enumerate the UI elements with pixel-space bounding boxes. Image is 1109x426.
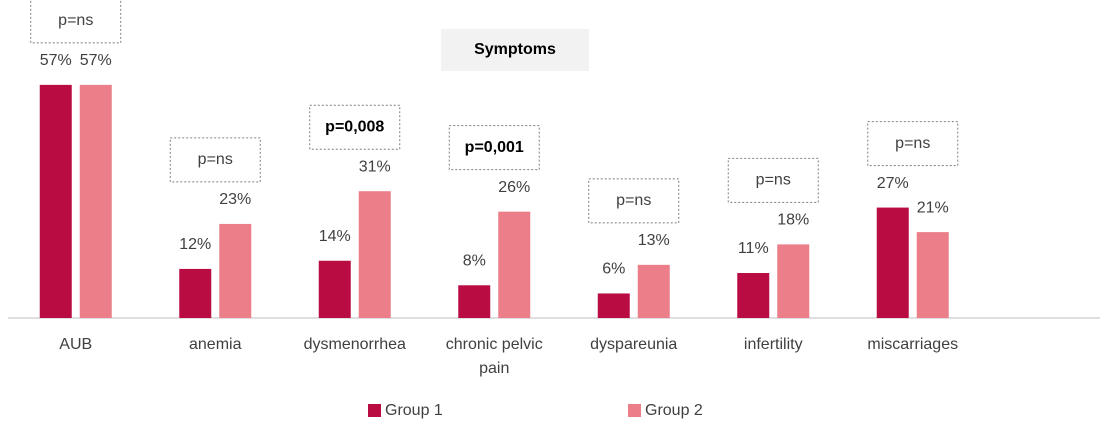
- bar: [916, 232, 949, 318]
- annotation: p=ns: [756, 172, 791, 189]
- data-label: 26%: [498, 179, 530, 196]
- bar: [498, 211, 531, 318]
- legend-swatch: [368, 404, 381, 417]
- annotation-box: [727, 157, 819, 203]
- x-tick-label: dyspareunia: [590, 336, 677, 353]
- legend-label: Group 2: [645, 402, 703, 419]
- data-label: 6%: [602, 261, 625, 278]
- x-tick-label: anemia: [189, 336, 242, 353]
- chart-title: Symptoms: [474, 41, 556, 58]
- x-tick-label: dysmenorrhea: [304, 336, 406, 353]
- bar: [179, 268, 212, 318]
- bar: [318, 260, 351, 318]
- data-label: 8%: [463, 252, 486, 269]
- data-label: 23%: [219, 191, 251, 208]
- data-label: 31%: [359, 158, 391, 175]
- annotation: p=ns: [895, 135, 930, 152]
- data-label: 57%: [40, 52, 72, 69]
- data-label: 57%: [80, 52, 112, 69]
- bar: [458, 285, 491, 318]
- bar: [777, 244, 810, 318]
- bar: [79, 84, 112, 319]
- data-label: 13%: [638, 232, 670, 249]
- annotation: p=ns: [198, 151, 233, 168]
- bar: [358, 191, 391, 318]
- data-label: 18%: [777, 212, 809, 229]
- x-tick-label: chronic pelvic pain: [446, 336, 543, 377]
- annotation-box: [867, 121, 959, 167]
- annotation: p=0,001: [465, 139, 524, 156]
- annotation: p=ns: [58, 12, 93, 29]
- bar: [597, 293, 630, 318]
- annotation: p=0,008: [325, 118, 384, 135]
- x-tick-label: infertility: [744, 336, 803, 353]
- bar: [39, 84, 72, 319]
- annotation-box: [309, 104, 401, 150]
- bar: [637, 264, 670, 318]
- data-label: 11%: [738, 240, 769, 257]
- legend-label: Group 1: [385, 402, 443, 419]
- x-tick-label: AUB: [59, 336, 92, 353]
- bar: [876, 207, 909, 318]
- data-label: 14%: [319, 228, 351, 245]
- x-tick-label-line: pain: [479, 360, 509, 377]
- annotation-box: [588, 178, 680, 224]
- data-label: 12%: [179, 236, 211, 253]
- x-tick-label: miscarriages: [867, 336, 958, 353]
- data-label: 21%: [917, 199, 949, 216]
- annotation-box: [169, 137, 261, 183]
- annotation-box: [448, 125, 540, 171]
- annotation-box: [30, 0, 122, 44]
- data-label: 27%: [877, 175, 909, 192]
- bar: [219, 223, 252, 318]
- title-box: [441, 29, 589, 71]
- x-tick-label-line: chronic pelvic: [446, 336, 543, 353]
- annotation: p=ns: [616, 192, 651, 209]
- bar: [737, 273, 770, 318]
- legend-swatch: [628, 404, 641, 417]
